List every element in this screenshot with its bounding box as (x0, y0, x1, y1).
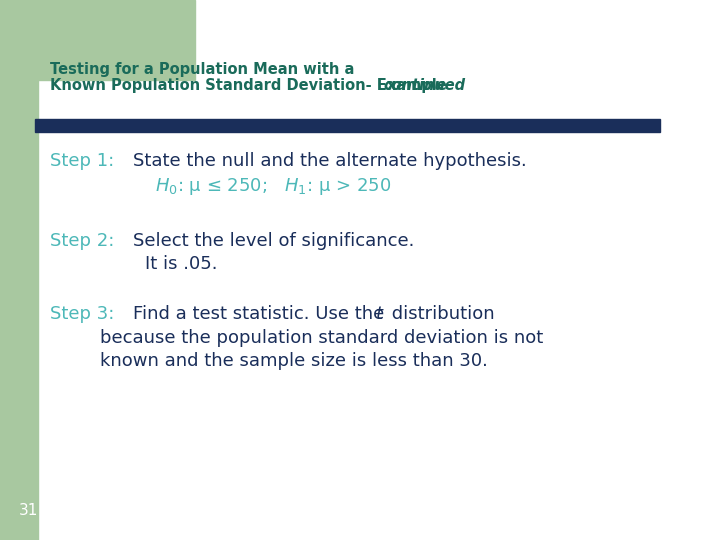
Text: Select the level of significance.: Select the level of significance. (133, 232, 415, 250)
Text: because the population standard deviation is not: because the population standard deviatio… (100, 329, 544, 347)
Text: continued: continued (383, 78, 465, 93)
Text: 31: 31 (19, 503, 38, 518)
Text: Step 2:: Step 2: (50, 232, 114, 250)
Text: It is .05.: It is .05. (145, 255, 217, 273)
Bar (0, 0, 195, 80)
Bar (35, 119, 660, 132)
Text: known and the sample size is less than 30.: known and the sample size is less than 3… (100, 352, 488, 370)
Bar (0, 0, 38, 540)
Text: t: t (376, 305, 383, 323)
Text: Step 3:: Step 3: (50, 305, 114, 323)
Text: State the null and the alternate hypothesis.: State the null and the alternate hypothe… (133, 152, 527, 170)
Text: Testing for a Population Mean with a: Testing for a Population Mean with a (50, 62, 354, 77)
Text: Find a test statistic. Use the: Find a test statistic. Use the (133, 305, 390, 323)
Text: Known Population Standard Deviation- Example: Known Population Standard Deviation- Exa… (50, 78, 452, 93)
Text: Step 1:: Step 1: (50, 152, 114, 170)
Text: $\it{H}_0$: μ ≤ 250;   $\it{H}_1$: μ > 250: $\it{H}_0$: μ ≤ 250; $\it{H}_1$: μ > 250 (155, 176, 391, 197)
Text: distribution: distribution (386, 305, 495, 323)
